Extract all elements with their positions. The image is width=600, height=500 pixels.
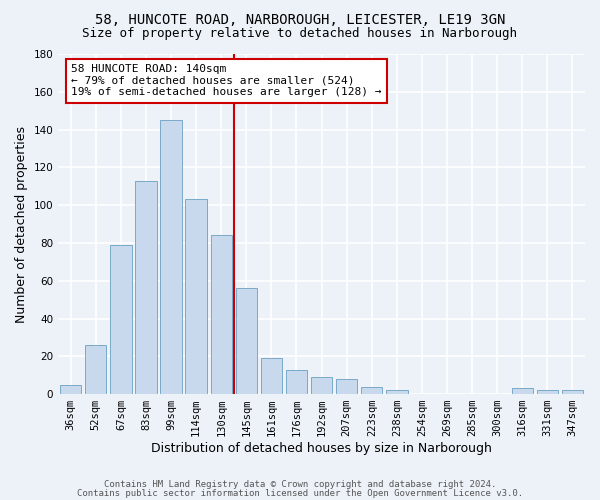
Y-axis label: Number of detached properties: Number of detached properties	[15, 126, 28, 322]
Text: 58, HUNCOTE ROAD, NARBOROUGH, LEICESTER, LE19 3GN: 58, HUNCOTE ROAD, NARBOROUGH, LEICESTER,…	[95, 12, 505, 26]
Bar	[236, 288, 257, 394]
Text: 58 HUNCOTE ROAD: 140sqm
← 79% of detached houses are smaller (524)
19% of semi-d: 58 HUNCOTE ROAD: 140sqm ← 79% of detache…	[71, 64, 382, 98]
Bar	[386, 390, 407, 394]
Bar	[185, 200, 207, 394]
Bar	[261, 358, 282, 394]
Text: Size of property relative to detached houses in Narborough: Size of property relative to detached ho…	[83, 28, 517, 40]
Bar	[512, 388, 533, 394]
Bar	[136, 180, 157, 394]
Bar	[85, 345, 106, 394]
Bar	[160, 120, 182, 394]
Text: Contains HM Land Registry data © Crown copyright and database right 2024.: Contains HM Land Registry data © Crown c…	[104, 480, 496, 489]
Bar	[311, 377, 332, 394]
Bar	[60, 384, 82, 394]
X-axis label: Distribution of detached houses by size in Narborough: Distribution of detached houses by size …	[151, 442, 492, 455]
Bar	[211, 236, 232, 394]
Bar	[562, 390, 583, 394]
Bar	[361, 386, 382, 394]
Bar	[537, 390, 558, 394]
Bar	[336, 379, 358, 394]
Bar	[110, 245, 131, 394]
Text: Contains public sector information licensed under the Open Government Licence v3: Contains public sector information licen…	[77, 488, 523, 498]
Bar	[286, 370, 307, 394]
